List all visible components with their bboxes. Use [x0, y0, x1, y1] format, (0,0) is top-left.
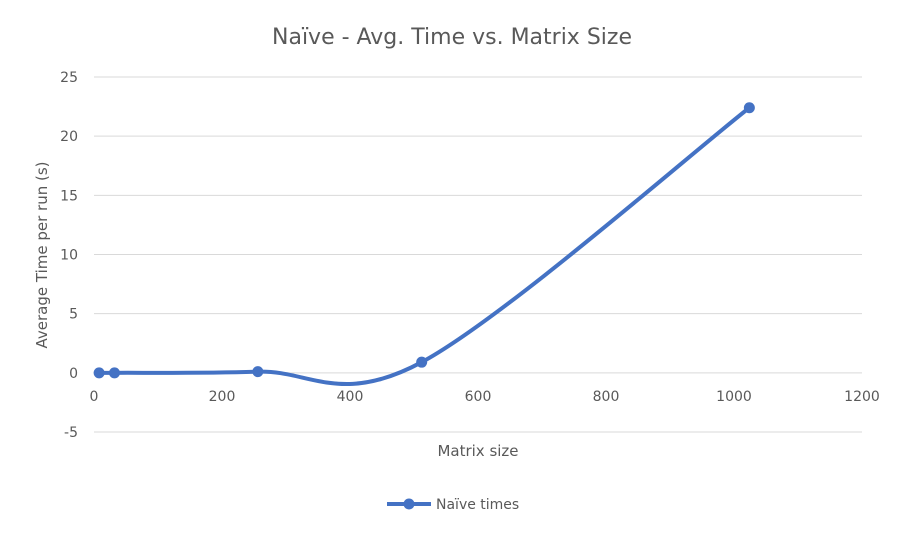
x-axis-ticks: 0 200 400 600 800 1000 1200	[90, 389, 880, 405]
x-tick-label: 800	[593, 389, 620, 405]
y-tick-label: 25	[60, 70, 78, 86]
data-point	[252, 366, 264, 378]
y-axis-label: Average Time per run (s)	[33, 162, 51, 349]
data-point	[416, 356, 428, 368]
y-tick-label: 0	[69, 366, 78, 382]
legend-marker	[403, 498, 415, 510]
chart-title: Naïve - Avg. Time vs. Matrix Size	[272, 25, 632, 50]
x-tick-label: 1000	[716, 389, 752, 405]
y-axis-ticks: -5 0 5 10 15 20 25	[60, 70, 78, 441]
legend: Naïve times	[387, 497, 519, 513]
y-tick-label: 20	[60, 129, 78, 145]
series-line	[95, 105, 752, 386]
x-tick-label: 1200	[844, 389, 880, 405]
x-tick-label: 600	[465, 389, 492, 405]
x-tick-label: 0	[90, 389, 99, 405]
data-point	[93, 367, 105, 379]
data-point	[108, 367, 120, 379]
grid	[94, 76, 862, 433]
series-layer	[93, 102, 755, 386]
legend-label: Naïve times	[436, 497, 519, 513]
y-tick-label: -5	[64, 425, 78, 441]
y-tick-label: 5	[69, 307, 78, 323]
y-tick-label: 10	[60, 248, 78, 264]
x-tick-label: 400	[337, 389, 364, 405]
x-axis-label: Matrix size	[437, 442, 518, 460]
data-point	[743, 102, 755, 114]
y-tick-label: 15	[60, 188, 78, 204]
x-tick-label: 200	[209, 389, 236, 405]
